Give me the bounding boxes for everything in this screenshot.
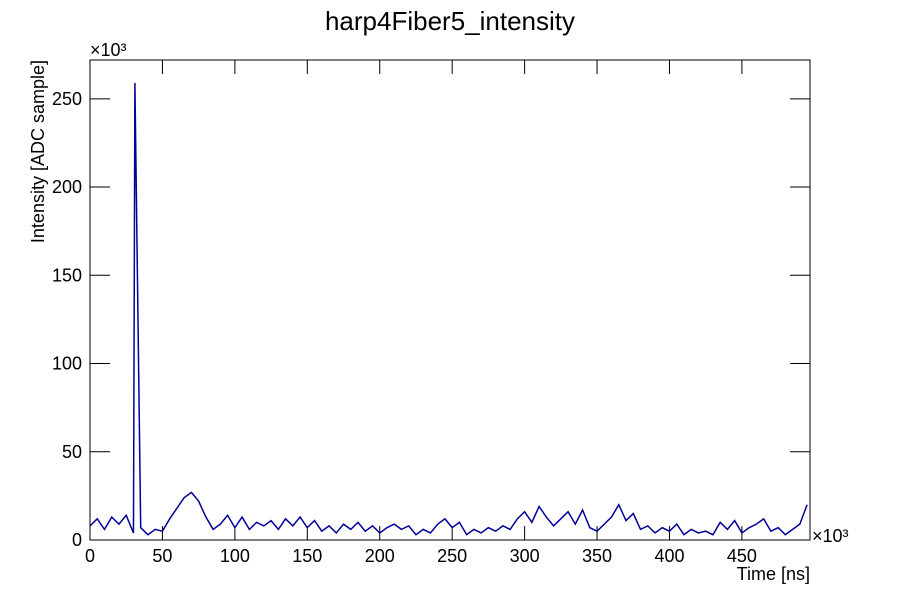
y-tick-label: 100 bbox=[52, 354, 82, 374]
y-tick-label: 50 bbox=[62, 442, 82, 462]
chart-title: harp4Fiber5_intensity bbox=[325, 6, 575, 36]
y-tick-label: 250 bbox=[52, 89, 82, 109]
intensity-line bbox=[89, 82, 808, 536]
x-tick-label: 200 bbox=[365, 546, 395, 566]
x-axis-label: Time [ns] bbox=[737, 564, 810, 584]
y-multiplier: ×10³ bbox=[90, 40, 127, 60]
x-tick-label: 450 bbox=[727, 546, 757, 566]
x-tick-label: 300 bbox=[510, 546, 540, 566]
x-tick-label: 250 bbox=[437, 546, 467, 566]
x-multiplier: ×10³ bbox=[812, 526, 849, 546]
y-tick-label: 0 bbox=[72, 530, 82, 550]
y-tick-label: 200 bbox=[52, 177, 82, 197]
y-tick-label: 150 bbox=[52, 265, 82, 285]
plot-frame bbox=[89, 59, 811, 541]
x-tick-label: 50 bbox=[152, 546, 172, 566]
y-axis-label: Intensity [ADC sample] bbox=[28, 60, 48, 243]
x-tick-label: 400 bbox=[654, 546, 684, 566]
x-tick-label: 350 bbox=[582, 546, 612, 566]
x-tick-label: 0 bbox=[85, 546, 95, 566]
x-tick-label: 100 bbox=[220, 546, 250, 566]
x-tick-label: 150 bbox=[292, 546, 322, 566]
